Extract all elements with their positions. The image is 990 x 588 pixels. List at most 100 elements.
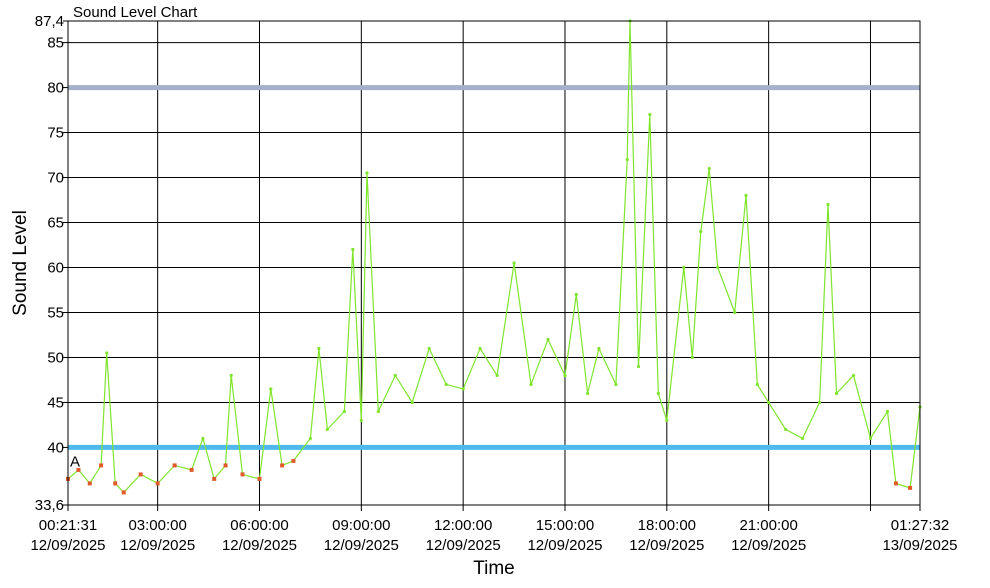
data-point: [365, 171, 369, 175]
series-group: [66, 19, 922, 495]
y-tick-label: 60: [47, 259, 64, 276]
low-level-marker: [212, 476, 217, 481]
x-tick-label-date: 12/09/2025: [222, 537, 297, 554]
data-point: [682, 265, 686, 270]
plot-frame: [67, 20, 921, 506]
low-level-marker: [908, 485, 913, 490]
series-line-0: [67, 20, 921, 494]
y-tick-label: 80: [47, 80, 64, 97]
y-tick-label: 55: [47, 304, 64, 321]
data-point: [376, 409, 380, 414]
data-point: [707, 166, 711, 171]
low-level-marker: [99, 463, 104, 468]
y-tick-label: 70: [47, 170, 64, 187]
y-tick-label: 40: [47, 439, 64, 456]
x-tick-label-date: 12/09/2025: [324, 537, 399, 554]
x-tick-label-time: 09:00:00: [332, 517, 390, 534]
low-level-marker: [155, 481, 160, 486]
data-point: [614, 382, 618, 387]
low-level-marker: [893, 481, 898, 486]
x-tick-label-time: 15:00:00: [536, 517, 594, 534]
threshold-lines: [68, 85, 920, 450]
low-level-marker: [291, 458, 296, 463]
data-point: [427, 346, 431, 351]
x-axis-ticks: 00:21:31 12/09/2025 03:00:00 12/09/2025 06:0…: [30, 505, 958, 554]
data-point: [597, 346, 601, 351]
low-level-marker: [240, 472, 245, 477]
x-tick-label-date: 12/09/2025: [30, 537, 105, 554]
data-point: [826, 202, 830, 207]
data-point: [744, 193, 748, 198]
data-point: [342, 409, 346, 414]
x-tick-label-time: 21:00:00: [739, 517, 797, 534]
data-point: [269, 387, 273, 391]
data-point: [690, 355, 694, 360]
data-point: [733, 310, 737, 315]
data-point: [563, 373, 567, 378]
data-point: [308, 436, 313, 441]
data-point: [656, 391, 660, 396]
data-point: [716, 265, 720, 270]
data-point: [834, 391, 839, 396]
data-point: [444, 382, 448, 387]
data-point: [325, 427, 329, 432]
data-point: [767, 400, 771, 405]
data-point: [586, 391, 590, 396]
data-point: [699, 229, 703, 234]
data-point: [625, 157, 629, 162]
y-tick-label: 85: [47, 35, 64, 52]
low-level-marker: [76, 467, 81, 472]
y-tick-label: 65: [47, 215, 64, 232]
data-point: [665, 418, 669, 423]
x-tick-label-time: 12:00:00: [434, 517, 492, 534]
data-point: [512, 261, 516, 265]
x-tick-label-time: 06:00:00: [230, 517, 288, 534]
data-point: [359, 418, 363, 423]
data-point: [478, 346, 482, 351]
x-tick-label-time: 00:21:31: [39, 517, 97, 534]
data-point: [201, 436, 205, 441]
low-level-marker: [113, 481, 118, 486]
x-tick-label-date: 12/09/2025: [527, 537, 602, 554]
data-point: [800, 436, 805, 441]
data-point: [868, 436, 873, 441]
data-point: [229, 373, 233, 378]
x-tick-label-date: 12/09/2025: [426, 537, 501, 554]
y-tick-label: 50: [47, 349, 64, 366]
y-tick-label: 87,4: [35, 13, 64, 30]
data-point: [784, 427, 788, 432]
low-level-marker: [280, 463, 285, 468]
data-point: [885, 409, 890, 414]
low-level-marker: [257, 476, 262, 481]
data-point: [495, 373, 499, 378]
x-tick-label-date: 12/09/2025: [120, 537, 195, 554]
data-point: [529, 382, 533, 387]
data-point: [105, 351, 109, 355]
low-level-marker: [189, 467, 194, 472]
chart-title: Sound Level Chart: [73, 4, 198, 21]
x-tick-label-date: 12/09/2025: [629, 537, 704, 554]
y-tick-label: 45: [47, 394, 64, 411]
data-point: [317, 346, 321, 351]
x-tick-label-time: 03:00:00: [128, 517, 186, 534]
y-axis-title: Sound Level: [10, 210, 31, 316]
data-point: [410, 400, 414, 405]
data-point: [393, 373, 397, 378]
x-tick-label-time: 18:00:00: [638, 517, 696, 534]
x-tick-label-time: 01:27:32: [891, 517, 949, 534]
data-point: [648, 112, 652, 117]
low-level-marker: [223, 463, 228, 468]
x-tick-label-date: 13/09/2025: [882, 537, 957, 554]
data-point: [574, 292, 578, 297]
y-tick-label: 75: [47, 125, 64, 142]
marker-label: A: [70, 453, 80, 470]
data-point: [851, 373, 856, 378]
y-axis-ticks: 87,4 85 80 75 70 65 60 55 50 45 40 33,6: [35, 13, 68, 514]
data-point: [461, 387, 465, 391]
low-level-marker: [87, 481, 92, 486]
low-level-marker: [121, 490, 126, 495]
data-point: [351, 247, 355, 252]
data-point: [817, 400, 822, 405]
low-level-marker: [138, 472, 143, 477]
